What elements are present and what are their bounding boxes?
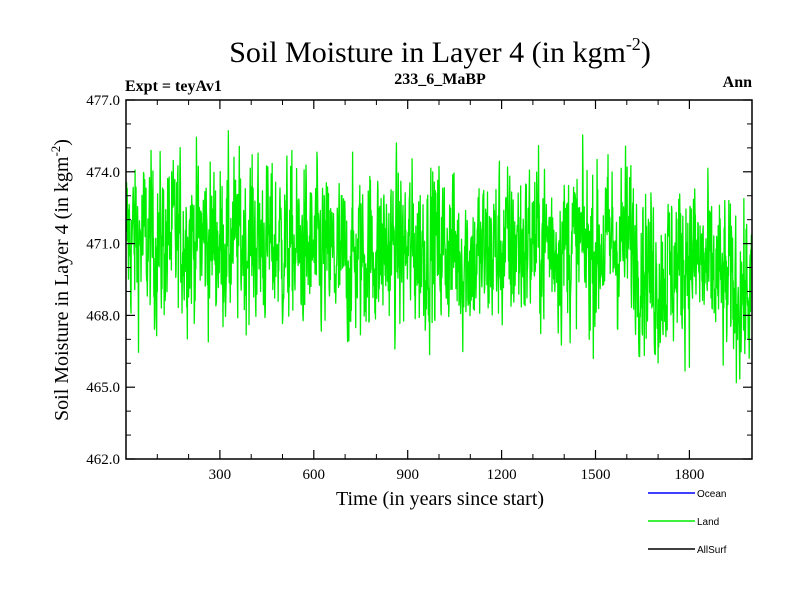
y-tick-label: 468.0 (86, 308, 120, 324)
legend-label-ocean: Ocean (697, 489, 726, 500)
x-tick-label: 1500 (581, 467, 611, 483)
plot-frame (125, 99, 753, 460)
y-tick-label: 474.0 (86, 165, 120, 181)
chart-title: Soil Moisture in Layer 4 (in kgm-2) (229, 34, 651, 69)
x-tick-label: 1200 (487, 467, 517, 483)
land-series-line (126, 130, 752, 384)
subtitle-left: Expt = teyAv1 (125, 78, 222, 95)
legend-label-allsurf: AllSurf (697, 545, 727, 556)
y-tick-label: 462.0 (86, 452, 120, 468)
x-tick-label: 300 (209, 467, 232, 483)
y-tick-label: 471.0 (86, 237, 120, 253)
y-tick-label: 477.0 (86, 93, 120, 109)
y-axis-ticks: 462.0 465.0 468.0 471.0 474.0 477.0 (86, 93, 752, 468)
x-tick-label: 900 (396, 467, 419, 483)
series-layer (126, 130, 752, 384)
subtitle-center: 233_6_MaBP (394, 71, 486, 88)
x-axis-label: Time (in years since start) (336, 488, 544, 510)
y-axis-label: Soil Moisture in Layer 4 (in kgm-2) (48, 139, 73, 421)
x-tick-label: 1800 (674, 467, 704, 483)
legend-label-land: Land (697, 517, 719, 528)
x-tick-label: 600 (303, 467, 326, 483)
subtitle-right: Ann (723, 74, 752, 91)
x-axis-ticks: 300 600 900 1200 1500 1800 (156, 100, 704, 483)
y-tick-label: 465.0 (86, 380, 120, 396)
legend: Ocean Land AllSurf (648, 489, 727, 556)
